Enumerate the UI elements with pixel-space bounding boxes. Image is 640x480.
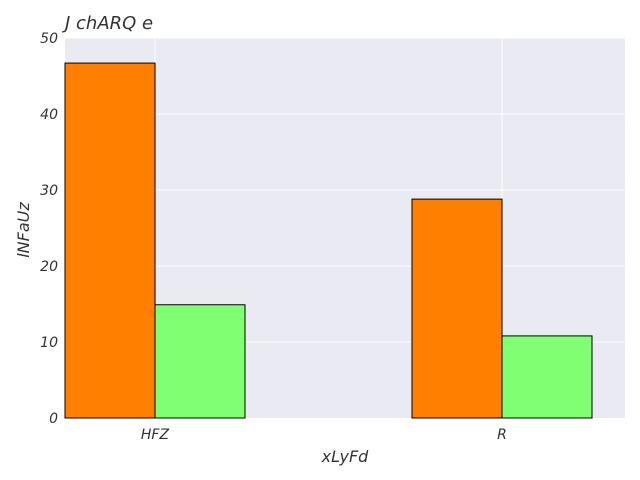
y-tick-label: 50 — [40, 31, 58, 47]
bar-series-1-r — [411, 198, 503, 419]
y-tick-label: 0 — [49, 411, 58, 427]
bar-series-2-r — [501, 335, 593, 419]
x-axis-label: xLyFd — [321, 447, 369, 466]
x-tick-labels: HFZ R — [141, 427, 507, 443]
bar-series-1-hfz — [64, 62, 156, 419]
y-tick-label: 20 — [40, 259, 58, 275]
y-tick-label: 30 — [40, 183, 58, 199]
chart-title: J chARQ e — [62, 13, 153, 34]
bar-series-2-hfz — [154, 304, 246, 419]
y-tick-label: 40 — [40, 107, 58, 123]
y-axis-label: lNFaUz — [14, 202, 33, 258]
x-tick-label: R — [497, 427, 507, 443]
y-tick-label: 10 — [40, 335, 58, 351]
y-tick-labels: 0 10 20 30 40 50 — [40, 31, 58, 427]
bars — [64, 62, 593, 419]
x-tick-label: HFZ — [141, 427, 170, 443]
